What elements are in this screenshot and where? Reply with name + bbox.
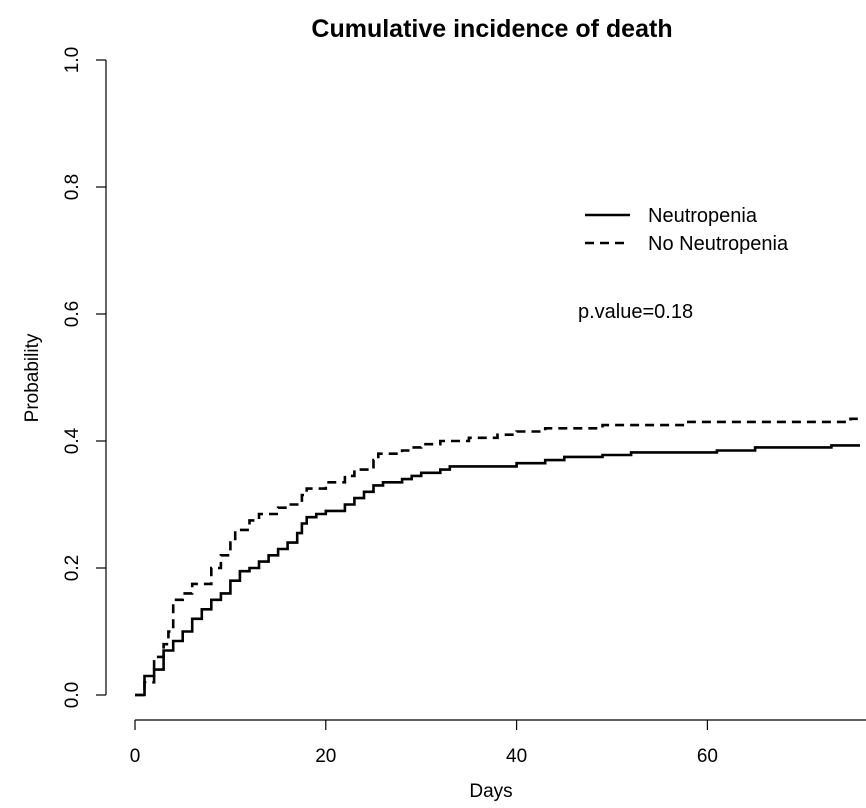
legend-label-no-neutropenia: No Neutropenia — [648, 233, 789, 255]
y-tick-label: 0.0 — [62, 682, 83, 708]
series-line-neutropenia — [135, 444, 860, 697]
series-line-no-neutropenia — [135, 417, 860, 697]
legend: Neutropenia No Neutropenia — [585, 205, 789, 255]
y-axis-label: Probability — [22, 333, 43, 422]
x-tick-label: 60 — [697, 746, 718, 767]
y-tick-label: 0.2 — [62, 555, 83, 581]
y-tick-label: 0.4 — [62, 427, 83, 454]
series-layer — [135, 417, 860, 697]
y-tick-label: 0.6 — [62, 301, 83, 327]
x-tick-label: 40 — [506, 746, 527, 767]
x-tick-label: 0 — [130, 746, 141, 767]
y-tick-label: 0.8 — [62, 174, 83, 200]
x-axis-label: Days — [469, 781, 512, 802]
chart-title: Cumulative incidence of death — [311, 15, 672, 43]
x-tick-label: 20 — [315, 746, 336, 767]
legend-label-neutropenia: Neutropenia — [648, 205, 758, 227]
y-tick-label: 1.0 — [62, 47, 83, 73]
p-value-annotation: p.value=0.18 — [578, 301, 693, 323]
